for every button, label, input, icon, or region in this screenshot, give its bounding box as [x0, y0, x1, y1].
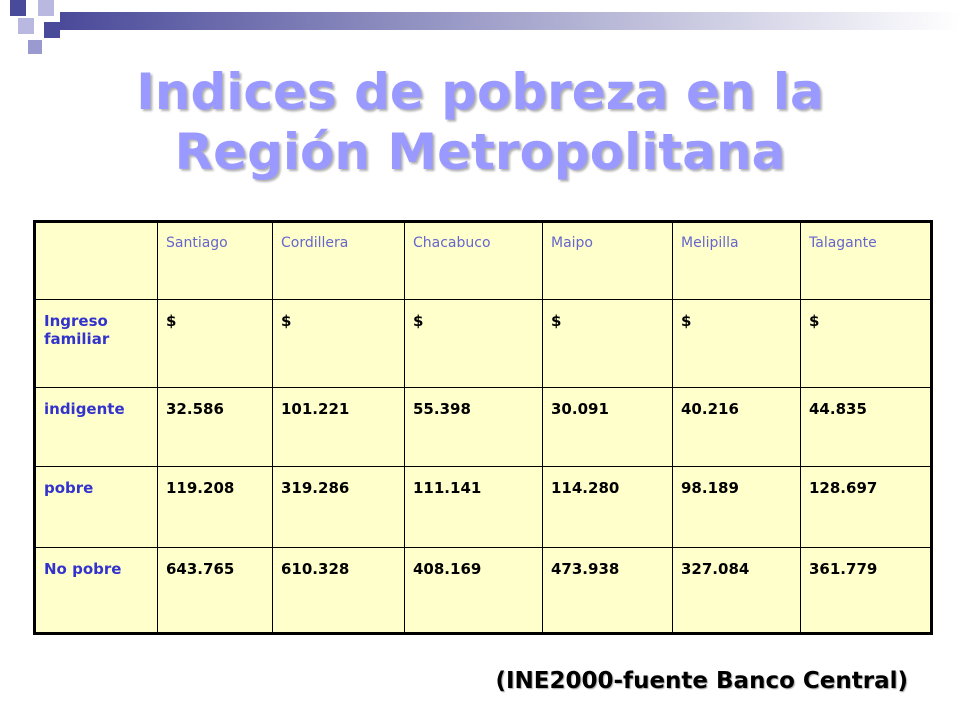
table-row: Ingreso familiar $ $ $ $ $ $	[34, 299, 932, 388]
cell: 319.286	[272, 466, 405, 548]
header-row: Santiago Cordillera Chacabuco Maipo Melipill…	[34, 221, 932, 300]
cell: 101.221	[272, 387, 405, 467]
title: Indices de pobreza en la Región Metropol…	[136, 63, 824, 181]
cell: 98.189	[672, 466, 801, 548]
cell: 610.328	[272, 547, 405, 634]
cell: $	[542, 299, 673, 388]
cell: $	[404, 299, 543, 388]
cell: 114.280	[542, 466, 673, 548]
cell: 473.938	[542, 547, 673, 634]
cell: 40.216	[672, 387, 801, 467]
cell: 408.169	[404, 547, 543, 634]
cell: 30.091	[542, 387, 673, 467]
row-header: Ingreso familiar	[34, 299, 158, 388]
table-row: indigente 32.586 101.221 55.398 30.091 40.216…	[34, 387, 932, 467]
cell: 119.208	[157, 466, 273, 548]
table: Santiago Cordillera Chacabuco Maipo Melipill…	[33, 220, 933, 635]
row-header: indigente	[34, 387, 158, 467]
decoration	[10, 0, 960, 54]
cell: $	[800, 299, 932, 388]
column-header: Melipilla	[672, 221, 801, 300]
cell: 128.697	[800, 466, 932, 548]
corner-cell	[34, 221, 158, 300]
column-header: Cordillera	[272, 221, 405, 300]
cell: 32.586	[157, 387, 273, 467]
cell: $	[672, 299, 801, 388]
table-row: pobre 119.208 319.286 111.141 114.280 98.189 1…	[34, 466, 932, 548]
row-header: pobre	[34, 466, 158, 548]
cell: 643.765	[157, 547, 273, 634]
cell: 361.779	[800, 547, 932, 634]
cell: $	[157, 299, 273, 388]
cell: 55.398	[404, 387, 543, 467]
cell: 44.835	[800, 387, 932, 467]
source-note: (INE2000-fuente Banco Central)	[495, 668, 908, 694]
column-header: Talagante	[800, 221, 932, 300]
column-header: Chacabuco	[404, 221, 543, 300]
cell: $	[272, 299, 405, 388]
column-header: Santiago	[157, 221, 273, 300]
cell: 111.141	[404, 466, 543, 548]
cell: 327.084	[672, 547, 801, 634]
column-header: Maipo	[542, 221, 673, 300]
row-header: No pobre	[34, 547, 158, 634]
table-row: No pobre 643.765 610.328 408.169 473.938 327.…	[34, 547, 932, 634]
